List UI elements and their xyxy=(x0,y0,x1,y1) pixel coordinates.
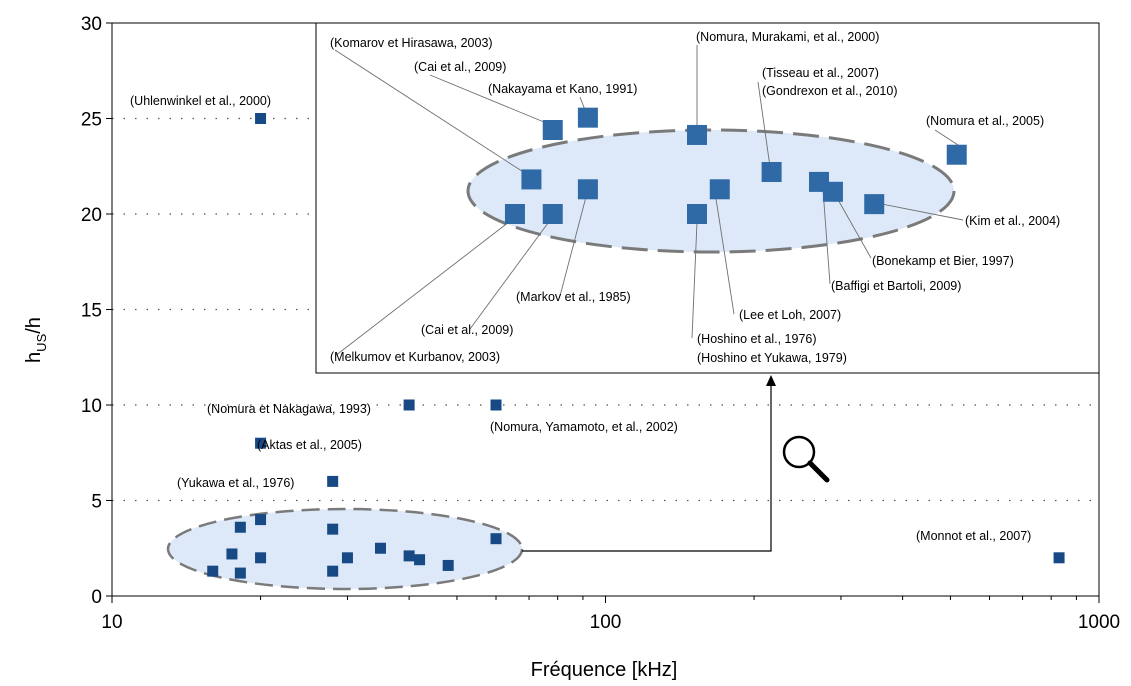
data-point xyxy=(327,523,339,535)
leader-line xyxy=(715,197,735,315)
data-point xyxy=(1053,552,1065,564)
annotation-label: (Melkumov et Kurbanov, 2003) xyxy=(330,350,500,364)
inset-data-point xyxy=(687,124,707,145)
zoom-connector-arrowhead xyxy=(766,375,776,386)
inset-data-point xyxy=(504,204,525,224)
data-point xyxy=(341,552,353,564)
annotation-label: (Gondrexon et al., 2010) xyxy=(762,84,898,98)
inset-data-point xyxy=(542,204,563,224)
inset-data-point xyxy=(946,144,967,165)
cluster-ellipse-lower xyxy=(166,507,524,591)
tick-labels: 0 5 10 15 20 25 30 10 100 1000 xyxy=(81,14,1120,633)
annotation-label: (Cai et al., 2009) xyxy=(421,323,513,337)
inset-data-point xyxy=(521,169,542,190)
y-axis-label-sub: US xyxy=(34,333,49,351)
inset-data-point xyxy=(709,179,730,200)
leader-line xyxy=(934,129,961,148)
inset-data-point xyxy=(577,179,598,200)
y-tick-label: 10 xyxy=(81,396,102,417)
x-tick-label: 1000 xyxy=(1078,612,1120,633)
data-point xyxy=(403,399,415,411)
y-tick-label: 30 xyxy=(81,14,102,35)
annotation-label: (Bonekamp et Bier, 1997) xyxy=(872,254,1014,268)
leader-line xyxy=(691,221,698,339)
data-point xyxy=(442,559,454,571)
annotation-label: (Aktas et al., 2005) xyxy=(257,438,362,452)
leader-lines xyxy=(334,45,964,357)
data-point xyxy=(414,554,426,566)
y-tick-label: 0 xyxy=(91,587,102,608)
annotation-label: (Tisseau et al., 2007) xyxy=(762,66,879,80)
annotation-label: (Yukawa et al., 1976) xyxy=(177,476,294,490)
data-point xyxy=(207,565,219,577)
data-point xyxy=(327,565,339,577)
data-point xyxy=(234,567,246,579)
leader-line xyxy=(836,197,872,259)
leader-line xyxy=(579,96,586,110)
x-tick-label: 10 xyxy=(101,612,122,633)
inset-data-point xyxy=(864,194,885,215)
annotation-label: (Markov et al., 1985) xyxy=(516,290,631,304)
annotation-label: (Cai et al., 2009) xyxy=(414,60,506,74)
data-point xyxy=(327,475,339,487)
inset-data-points xyxy=(504,107,967,224)
leader-line xyxy=(334,221,510,357)
annotations: (Uhlenwinkel et al., 2000) (Nomura et Nak… xyxy=(130,30,1060,543)
data-point xyxy=(226,548,238,560)
inset-data-point xyxy=(542,120,563,141)
data-point xyxy=(490,533,502,545)
annotation-label: (Nomura, Murakami, et al., 2000) xyxy=(696,30,879,44)
leader-line xyxy=(334,49,526,174)
data-point xyxy=(255,113,267,124)
leader-line xyxy=(429,74,549,125)
y-tick-label: 20 xyxy=(81,205,102,226)
y-axis-label-tail: /h xyxy=(23,317,45,334)
data-point xyxy=(255,514,267,526)
annotation-label: (Baffigi et Bartoli, 2009) xyxy=(831,279,961,293)
y-tick-label: 5 xyxy=(91,492,102,513)
annotation-label: (Nomura, Yamamoto, et al., 2002) xyxy=(490,420,678,434)
data-point xyxy=(374,542,386,554)
leader-line xyxy=(559,197,587,297)
data-points xyxy=(207,113,1065,579)
annotation-label: (Lee et Loh, 2007) xyxy=(739,308,841,322)
annotation-label: (Hoshino et Yukawa, 1979) xyxy=(697,351,847,365)
annotation-label: (Nomura et al., 2005) xyxy=(926,114,1044,128)
y-tick-label: 25 xyxy=(81,110,102,131)
inset-data-point xyxy=(687,204,707,224)
data-point xyxy=(490,399,502,411)
y-tick-label: 15 xyxy=(81,301,102,322)
x-axis-label: Fréquence [kHz] xyxy=(531,659,678,681)
magnifier-icon xyxy=(782,435,830,483)
inset-data-point xyxy=(761,162,782,183)
x-tick-label: 100 xyxy=(590,612,622,633)
leader-line xyxy=(822,189,831,285)
zoom-connector-line xyxy=(522,385,772,552)
annotation-label: (Nomura et Nakagawa, 1993) xyxy=(207,402,371,416)
annotation-label: (Hoshino et al., 1976) xyxy=(697,332,817,346)
data-point xyxy=(255,437,267,449)
annotation-label: (Kim et al., 2004) xyxy=(965,214,1060,228)
data-point xyxy=(403,550,415,562)
data-point xyxy=(255,552,267,564)
inset-data-point xyxy=(822,181,843,202)
leader-line xyxy=(469,221,550,330)
annotation-label: (Nakayama et Kano, 1991) xyxy=(488,82,637,96)
leader-line xyxy=(882,203,964,221)
annotation-label: (Komarov et Hirasawa, 2003) xyxy=(330,36,493,50)
y-axis-label: hUS/h xyxy=(23,317,49,363)
annotation-label: (Monnot et al., 2007) xyxy=(916,529,1031,543)
y-axis-label-main: h xyxy=(23,352,45,363)
annotation-label: (Uhlenwinkel et al., 2000) xyxy=(130,94,271,108)
leader-line xyxy=(757,81,771,165)
inset-data-point xyxy=(577,107,598,128)
data-point xyxy=(234,521,246,533)
